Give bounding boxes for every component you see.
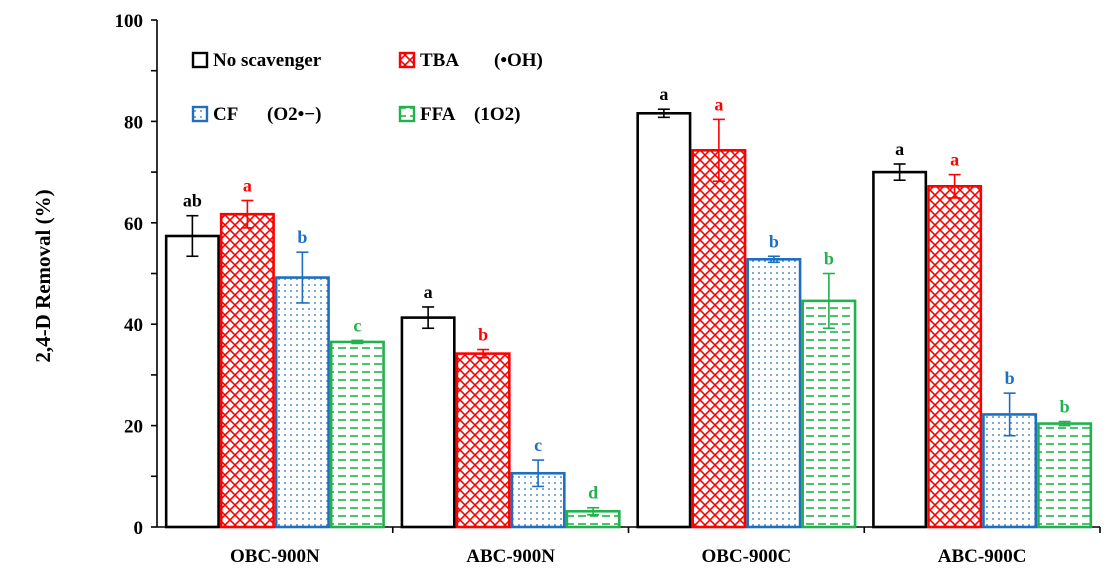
significance-label: c (534, 435, 542, 455)
y-axis-label: 2,4-D Removal (%) (31, 189, 55, 362)
legend-species: (O2•−) (267, 104, 321, 125)
bar (636, 111, 692, 529)
bar (1037, 422, 1093, 529)
y-tick-label: 40 (124, 315, 143, 336)
significance-label: b (1005, 368, 1015, 388)
bar (801, 299, 857, 529)
bar (164, 234, 220, 529)
significance-label: c (353, 315, 361, 335)
legend: No scavenger TBA (•OH) CF (O2•−) FFA (1O2) (191, 50, 543, 125)
legend-label: CF (213, 104, 238, 125)
y-tick-label: 0 (134, 518, 144, 539)
y-axis-label-group: 2,4-D Removal (%) (31, 189, 55, 362)
legend-species: (•OH) (494, 50, 543, 71)
significance-label: a (659, 84, 668, 104)
x-category-label: ABC-900N (466, 546, 555, 567)
legend-swatch (191, 105, 209, 123)
significance-label: a (243, 175, 252, 195)
bar (746, 258, 802, 529)
legend-label: TBA (420, 50, 459, 71)
significance-label: b (824, 249, 834, 269)
bar (274, 276, 330, 529)
legend-swatch (398, 105, 416, 123)
legend-species: (1O2) (474, 104, 520, 125)
x-category-label: ABC-900C (938, 546, 1027, 567)
y-tick-label: 20 (124, 417, 143, 438)
legend-swatch (398, 51, 416, 69)
bar (691, 148, 747, 529)
significance-label: b (478, 325, 488, 345)
significance-label: d (588, 483, 598, 503)
y-tick-label: 100 (115, 11, 144, 32)
bar (927, 184, 983, 529)
y-tick-label: 60 (124, 214, 143, 235)
x-category-label: OBC-900C (702, 546, 792, 567)
significance-label: ab (183, 191, 202, 211)
significance-label: b (1060, 397, 1070, 417)
bar (872, 170, 928, 529)
legend-swatch (191, 51, 209, 69)
x-category-label: OBC-900N (230, 546, 320, 567)
significance-label: a (714, 94, 723, 114)
legend-label: FFA (420, 104, 456, 125)
significance-label: a (950, 150, 959, 170)
bar (329, 340, 385, 529)
significance-label: b (297, 227, 307, 247)
bar (400, 316, 456, 529)
legend-label: No scavenger (213, 50, 322, 71)
bar (455, 352, 511, 529)
significance-label: b (769, 231, 779, 251)
significance-label: a (895, 139, 904, 159)
y-tick-label: 80 (124, 112, 143, 133)
bar (219, 212, 275, 529)
significance-label: a (424, 282, 433, 302)
